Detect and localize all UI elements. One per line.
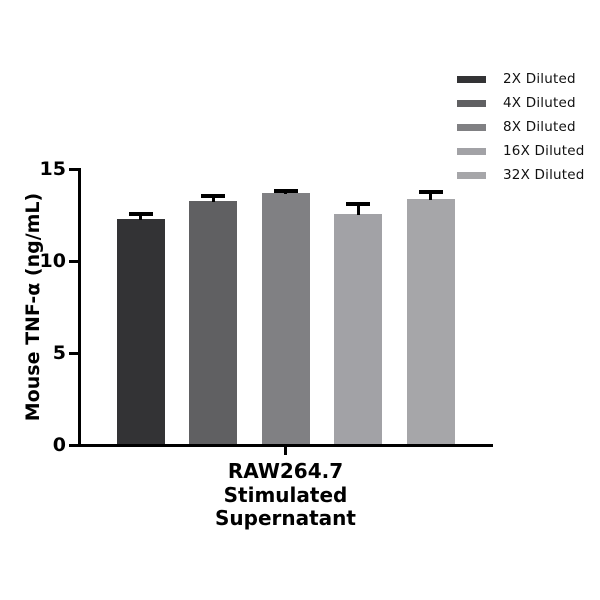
y-tick-label-15: 15 <box>39 158 66 180</box>
bar-4x-diluted <box>189 200 237 444</box>
error-bar-cap-8x-diluted <box>273 188 298 193</box>
y-tick-label-0: 0 <box>52 434 66 456</box>
y-tick-label-10: 10 <box>39 250 66 272</box>
error-bar-cap-4x-diluted <box>201 194 225 199</box>
legend-item-4x-diluted: 4X Diluted <box>457 91 576 115</box>
x-axis-tick <box>284 447 287 455</box>
legend-item-2x-diluted: 2X Diluted <box>457 67 576 91</box>
legend-item-32x-diluted: 32X Diluted <box>457 163 585 187</box>
error-bar-stem-4x-diluted <box>211 196 215 202</box>
x-axis-title-line1: RAW264.7 <box>227 459 344 483</box>
legend-swatch-4x-diluted <box>457 99 486 107</box>
bar-32x-diluted <box>406 198 455 444</box>
x-axis-title-line3: Supernatant <box>215 506 356 530</box>
x-axis-title: RAW264.7 Stimulated Supernatant <box>165 459 406 531</box>
y-tick-10 <box>69 260 79 263</box>
y-tick-0 <box>69 444 79 447</box>
x-axis-title-line2: Stimulated <box>223 482 348 507</box>
x-axis-line <box>78 444 493 447</box>
legend-item-16x-diluted: 16X Diluted <box>457 139 585 163</box>
error-bar-stem-2x-diluted <box>139 213 142 221</box>
bar-8x-diluted <box>261 193 310 444</box>
y-tick-5 <box>69 352 79 355</box>
legend-label-8x-diluted: 8X Diluted <box>503 119 576 135</box>
legend-label-16x-diluted: 16X Diluted <box>503 143 585 159</box>
legend-swatch-16x-diluted <box>457 147 486 155</box>
error-bar-stem-32x-diluted <box>429 191 432 200</box>
bar-16x-diluted <box>334 213 382 444</box>
y-tick-15 <box>69 168 79 171</box>
legend-label-4x-diluted: 4X Diluted <box>503 95 576 111</box>
error-bar-cap-16x-diluted <box>346 201 370 206</box>
legend-label-2x-diluted: 2X Diluted <box>503 71 576 87</box>
error-bar-cap-2x-diluted <box>128 211 153 216</box>
bar-2x-diluted <box>116 219 165 444</box>
error-bar-cap-32x-diluted <box>418 189 443 194</box>
legend-swatch-2x-diluted <box>457 75 486 83</box>
legend-swatch-32x-diluted <box>457 171 486 179</box>
legend-item-8x-diluted: 8X Diluted <box>457 115 576 139</box>
error-bar-stem-16x-diluted <box>356 203 360 215</box>
y-tick-label-5: 5 <box>52 342 66 364</box>
y-axis-line <box>78 168 81 447</box>
y-axis-title: Mouse TNF-α (ng/mL) <box>22 192 44 422</box>
legend-label-32x-diluted: 32X Diluted <box>503 167 585 183</box>
legend-swatch-8x-diluted <box>457 123 486 131</box>
